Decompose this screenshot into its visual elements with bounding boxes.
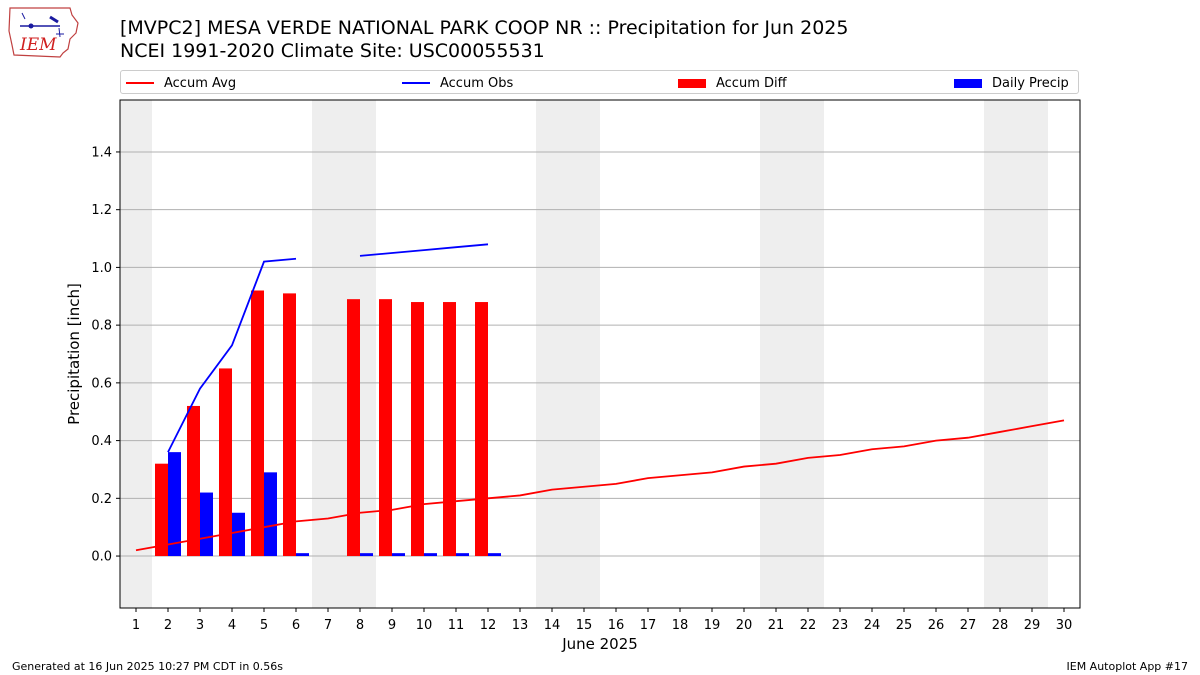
x-tick-label: 13: [512, 618, 529, 633]
weekend-band: [1016, 100, 1048, 608]
y-tick-label: 0.4: [91, 434, 112, 449]
bar-daily-precip: [488, 553, 501, 557]
weekend-band: [120, 100, 152, 608]
legend-item-accum-avg: Accum Avg: [126, 74, 236, 92]
y-tick-label: 1.2: [91, 203, 112, 218]
x-tick-label: 26: [928, 618, 945, 633]
y-tick-label: 1.0: [91, 261, 112, 276]
plot-frame: [119, 99, 1081, 609]
bar-accum-diff: [187, 405, 200, 557]
y-tick-label: 0.8: [91, 319, 112, 334]
x-tick-label: 9: [388, 618, 396, 633]
bar-accum-diff: [347, 299, 360, 557]
x-tick-label: 11: [448, 618, 465, 633]
x-tick-label: 30: [1056, 618, 1073, 633]
weekend-band: [312, 100, 344, 608]
y-tick-label: 0.0: [91, 550, 112, 565]
bar-accum-diff: [411, 302, 424, 557]
x-tick-label: 20: [736, 618, 753, 633]
bar-accum-diff: [219, 368, 232, 557]
bar-daily-precip: [232, 512, 245, 557]
x-tick-label: 5: [260, 618, 268, 633]
bar-accum-diff: [379, 299, 392, 557]
bar-daily-precip: [392, 553, 405, 557]
bar-accum-diff: [155, 463, 168, 557]
bar-daily-precip: [264, 472, 277, 557]
iem-logo-text: IEM: [19, 35, 57, 55]
x-tick-label: 23: [832, 618, 849, 633]
bar-daily-precip: [360, 553, 373, 557]
line-accum-avg: [135, 419, 1065, 552]
line-accum-obs: [359, 243, 489, 257]
x-tick-label: 4: [228, 618, 236, 633]
x-tick-label: 28: [992, 618, 1009, 633]
x-tick-label: 24: [864, 618, 881, 633]
x-tick-label: 3: [196, 618, 204, 633]
weekend-band: [536, 100, 568, 608]
bar-daily-precip: [200, 492, 213, 557]
y-tick-label: 0.6: [91, 376, 112, 391]
bar-daily-precip: [168, 452, 181, 557]
bar-daily-precip: [424, 553, 437, 557]
iem-iowa-logo-icon: IEM: [8, 7, 79, 58]
x-tick-label: 16: [608, 618, 625, 633]
footer-generated: Generated at 16 Jun 2025 10:27 PM CDT in…: [12, 660, 284, 673]
line-accum-obs: [167, 257, 297, 453]
legend-label-accum-avg: Accum Avg: [164, 75, 237, 91]
footer-app-id: IEM Autoplot App #17: [1066, 660, 1189, 673]
bar-daily-precip: [296, 553, 309, 557]
weekend-band: [760, 100, 792, 608]
legend-label-accum-diff: Accum Diff: [716, 75, 787, 91]
legend-swatch-accum-obs: [402, 82, 430, 84]
bar-daily-precip: [456, 553, 469, 557]
x-tick-label: 25: [896, 618, 913, 633]
legend-swatch-accum-avg: [126, 82, 154, 84]
x-axis-label: June 2025: [561, 635, 638, 653]
legend-item-accum-obs: Accum Obs: [402, 74, 513, 92]
weekend-band: [984, 100, 1016, 608]
bar-accum-diff: [475, 302, 488, 557]
weekend-band: [792, 100, 824, 608]
x-tick-label: 21: [768, 618, 785, 633]
x-tick-label: 12: [480, 618, 497, 633]
x-tick-label: 1: [132, 618, 140, 633]
x-tick-label: 15: [576, 618, 593, 633]
x-tick-label: 7: [324, 618, 332, 633]
x-tick-label: 19: [704, 618, 721, 633]
y-tick-label: 1.4: [91, 145, 112, 160]
x-tick-label: 29: [1024, 618, 1041, 633]
x-tick-label: 10: [416, 618, 433, 633]
x-tick-label: 27: [960, 618, 977, 633]
x-tick-label: 2: [164, 618, 172, 633]
weekend-band: [568, 100, 600, 608]
x-tick-label: 18: [672, 618, 689, 633]
y-axis-label: Precipitation [inch]: [65, 283, 83, 425]
x-tick-label: 6: [292, 618, 300, 633]
legend-swatch-accum-diff: [678, 78, 706, 88]
legend-item-accum-diff: Accum Diff: [678, 74, 787, 92]
bar-accum-diff: [251, 290, 264, 557]
legend-label-accum-obs: Accum Obs: [440, 75, 514, 91]
legend-swatch-daily-precip: [954, 78, 982, 88]
y-tick-label: 0.2: [91, 492, 112, 507]
x-tick-label: 22: [800, 618, 817, 633]
chart-legend: Accum Avg Accum Obs Accum Diff Daily Pre…: [120, 70, 1079, 94]
bar-accum-diff: [443, 302, 456, 557]
x-tick-label: 14: [544, 618, 561, 633]
chart-title: [MVPC2] MESA VERDE NATIONAL PARK COOP NR…: [120, 17, 849, 39]
legend-label-daily-precip: Daily Precip: [992, 75, 1069, 91]
chart-subtitle: NCEI 1991-2020 Climate Site: USC00055531: [120, 40, 545, 62]
x-tick-label: 17: [640, 618, 657, 633]
x-tick-label: 8: [356, 618, 364, 633]
iem-logo: IEM: [6, 5, 82, 59]
legend-item-daily-precip: Daily Precip: [954, 74, 1069, 92]
bar-accum-diff: [283, 293, 296, 557]
